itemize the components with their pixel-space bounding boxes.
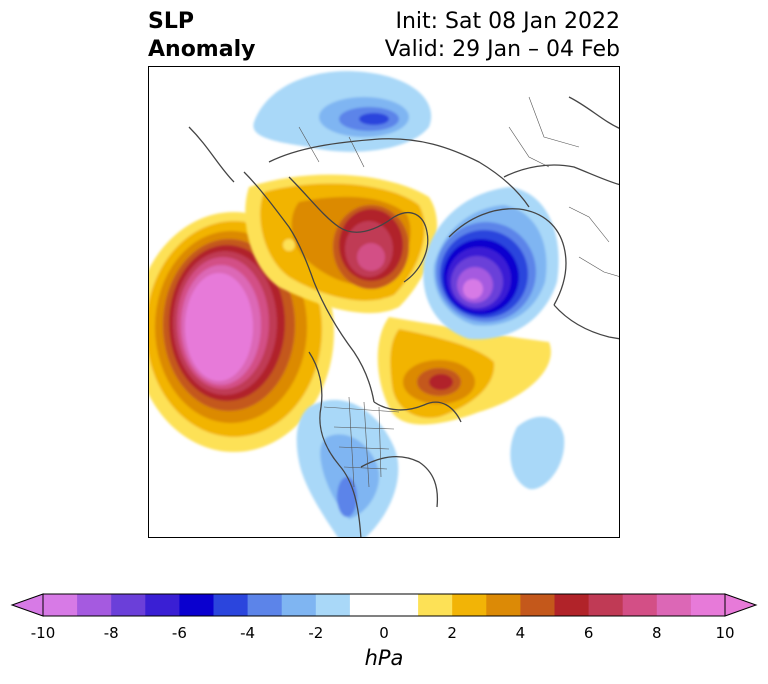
colorbar-segment xyxy=(179,594,214,616)
colorbar-tick-label: -6 xyxy=(171,624,187,642)
colorbar-segment xyxy=(452,594,487,616)
colorbar-tick-label: -8 xyxy=(103,624,119,642)
colorbar-segment xyxy=(622,594,658,616)
siberia-low-anomaly xyxy=(253,71,432,152)
init-date: Init: Sat 08 Jan 2022 xyxy=(395,9,620,34)
colorbar-tick-label: -2 xyxy=(308,624,324,642)
pacific-high-anomaly xyxy=(149,212,334,452)
colorbar-tick-label: 10 xyxy=(715,624,735,642)
title-anomaly: Anomaly xyxy=(148,37,256,62)
colorbar-segment xyxy=(554,594,590,616)
colorbar-label: hPa xyxy=(364,646,404,670)
arctic-high-anomaly xyxy=(245,174,438,314)
colorbar-border xyxy=(42,593,726,617)
colorbar-segment xyxy=(588,594,624,616)
colorbar-segment xyxy=(520,594,555,616)
colorbar-segment xyxy=(77,594,112,616)
colorbar-extend-min xyxy=(10,593,44,617)
title-left: SLP Anomaly xyxy=(148,8,255,64)
colorbar-tick-label: -4 xyxy=(240,624,256,642)
scandinavia-low-anomaly xyxy=(423,187,559,340)
title-right: Init: Sat 08 Jan 2022 Valid: 29 Jan – 04… xyxy=(385,8,620,64)
colorbar-tick-label: 0 xyxy=(379,624,389,642)
colorbar-segment xyxy=(315,594,351,616)
colorbar-tick-label: 2 xyxy=(447,624,457,642)
colorbar-tick-label: 6 xyxy=(583,624,594,642)
colorbar-tick-label: -10 xyxy=(30,624,56,642)
anomaly-map xyxy=(148,66,620,538)
colorbar-segment xyxy=(656,594,692,616)
colorbar-segment xyxy=(111,594,146,616)
colorbar-segment xyxy=(690,594,726,616)
colorbar-tick-label: 4 xyxy=(515,624,526,642)
colorbar-segment xyxy=(281,594,317,616)
colorbar-segment xyxy=(486,594,521,616)
political-borders xyxy=(298,96,619,488)
coastlines xyxy=(188,96,619,537)
colorbar-tick-label: 8 xyxy=(652,624,662,642)
colorbar-ticks: -10 -8 -6 -4 -2 0 2 4 6 8 10 xyxy=(0,624,768,644)
valid-range: Valid: 29 Jan – 04 Feb xyxy=(384,37,620,62)
atlantic-low-anomaly xyxy=(510,416,565,490)
map-svg xyxy=(149,71,619,537)
colorbar-segment xyxy=(145,594,180,616)
colorbar-segment xyxy=(418,594,453,616)
colorbar-segment xyxy=(384,594,419,616)
atlantic-high-anomaly xyxy=(377,317,551,425)
colorbar xyxy=(10,593,758,617)
colorbar-segment xyxy=(349,594,385,616)
title-slp: SLP xyxy=(148,9,194,34)
colorbar-extend-max xyxy=(724,593,758,617)
colorbar-segment xyxy=(43,594,78,616)
colorbar-segment xyxy=(213,594,249,616)
colorbar-segment xyxy=(247,594,283,616)
